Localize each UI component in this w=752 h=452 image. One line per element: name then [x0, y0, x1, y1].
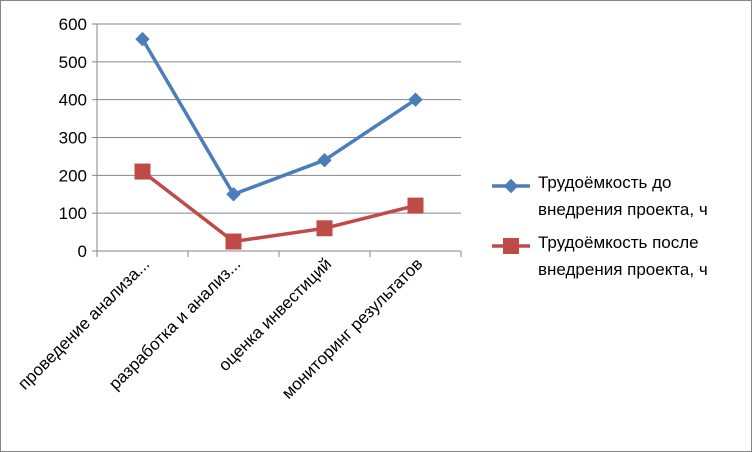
- legend-label: внедрения проекта, ч: [538, 260, 708, 279]
- data-point-square: [134, 163, 151, 180]
- data-point-diamond: [317, 152, 332, 168]
- y-tick-label: 600: [59, 15, 87, 34]
- data-point-square: [503, 238, 519, 254]
- series-layer: [134, 31, 424, 250]
- data-point-diamond: [503, 178, 519, 194]
- data-point-diamond: [226, 187, 241, 202]
- series-1: [135, 31, 423, 202]
- y-tick-label: 200: [59, 166, 87, 185]
- legend-entry-1: Трудоёмкость до внедрения проекта, ч: [492, 173, 708, 219]
- x-axis: проведение анализа...разработка и анализ…: [14, 250, 462, 403]
- data-point-square: [225, 233, 242, 250]
- data-point-square: [407, 197, 424, 214]
- legend-label: Трудоёмкость до: [538, 173, 671, 192]
- y-tick-label: 400: [59, 91, 87, 110]
- data-point-diamond: [135, 31, 150, 47]
- series-line: [141, 170, 416, 244]
- series-line: [140, 38, 417, 196]
- y-tick-label: 100: [59, 204, 87, 223]
- y-tick-label: 500: [59, 53, 87, 72]
- data-point-square: [316, 220, 333, 237]
- data-point-diamond: [408, 92, 423, 107]
- y-tick-label: 300: [59, 129, 87, 148]
- legend-label: Трудоёмкость после: [538, 233, 699, 252]
- series-2: [134, 163, 424, 250]
- legend-label: внедрения проекта, ч: [538, 200, 708, 219]
- y-axis: 0 100 200 300 400 500 600: [59, 15, 98, 261]
- legend-entry-2: Трудоёмкость после внедрения проекта, ч: [492, 233, 708, 279]
- y-tick-label: 0: [78, 242, 87, 261]
